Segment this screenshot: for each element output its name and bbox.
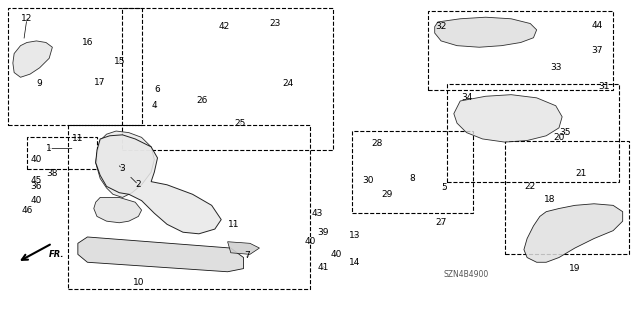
Text: 40: 40 xyxy=(31,155,42,164)
Text: 35: 35 xyxy=(559,128,571,137)
Text: 45: 45 xyxy=(31,175,42,185)
Text: 2: 2 xyxy=(136,180,141,189)
Text: 46: 46 xyxy=(21,206,33,215)
Text: 22: 22 xyxy=(525,182,536,191)
Text: 5: 5 xyxy=(442,183,447,192)
Text: 40: 40 xyxy=(330,250,342,259)
Text: 18: 18 xyxy=(543,195,555,204)
Text: SZN4B4900: SZN4B4900 xyxy=(444,271,489,279)
Text: 25: 25 xyxy=(235,119,246,128)
Text: 29: 29 xyxy=(381,190,392,199)
Text: 31: 31 xyxy=(598,82,609,91)
Text: 12: 12 xyxy=(21,14,33,23)
Text: 13: 13 xyxy=(349,231,361,240)
Polygon shape xyxy=(454,95,562,142)
Text: 26: 26 xyxy=(196,97,208,106)
Text: 43: 43 xyxy=(311,209,323,218)
Text: 32: 32 xyxy=(435,22,447,31)
Text: 21: 21 xyxy=(575,169,587,178)
Text: 40: 40 xyxy=(31,196,42,205)
Polygon shape xyxy=(524,204,623,262)
Text: 4: 4 xyxy=(152,101,157,110)
Polygon shape xyxy=(96,131,154,197)
Text: 3: 3 xyxy=(120,165,125,174)
Polygon shape xyxy=(78,237,244,272)
Text: 14: 14 xyxy=(349,258,361,267)
Text: 28: 28 xyxy=(372,139,383,148)
Text: 34: 34 xyxy=(461,93,472,102)
Polygon shape xyxy=(96,135,221,234)
Polygon shape xyxy=(13,41,52,77)
Text: 1: 1 xyxy=(46,144,52,153)
Text: 42: 42 xyxy=(219,22,230,31)
Polygon shape xyxy=(228,242,259,254)
Text: 44: 44 xyxy=(591,21,603,30)
Text: 11: 11 xyxy=(228,220,240,229)
Text: 39: 39 xyxy=(317,228,329,237)
Text: 24: 24 xyxy=(282,79,294,88)
Text: 41: 41 xyxy=(317,263,329,271)
Text: 9: 9 xyxy=(36,79,42,88)
Text: 16: 16 xyxy=(82,38,93,47)
Text: 36: 36 xyxy=(31,182,42,191)
Text: 37: 37 xyxy=(591,46,603,55)
Text: 7: 7 xyxy=(244,251,250,260)
Text: 15: 15 xyxy=(113,57,125,66)
Text: 10: 10 xyxy=(132,278,144,287)
Text: 17: 17 xyxy=(95,78,106,86)
Text: 19: 19 xyxy=(569,264,580,273)
Text: 6: 6 xyxy=(155,85,161,94)
Text: 38: 38 xyxy=(47,169,58,178)
Text: 33: 33 xyxy=(550,63,561,72)
Text: 40: 40 xyxy=(305,237,316,246)
Text: 8: 8 xyxy=(410,174,415,183)
Text: 20: 20 xyxy=(553,133,564,142)
Text: 23: 23 xyxy=(269,19,281,28)
Text: 11: 11 xyxy=(72,134,84,144)
Text: 27: 27 xyxy=(435,218,447,227)
Polygon shape xyxy=(435,17,537,47)
Text: FR.: FR. xyxy=(49,250,65,259)
Text: 30: 30 xyxy=(362,175,374,185)
Polygon shape xyxy=(94,197,141,223)
